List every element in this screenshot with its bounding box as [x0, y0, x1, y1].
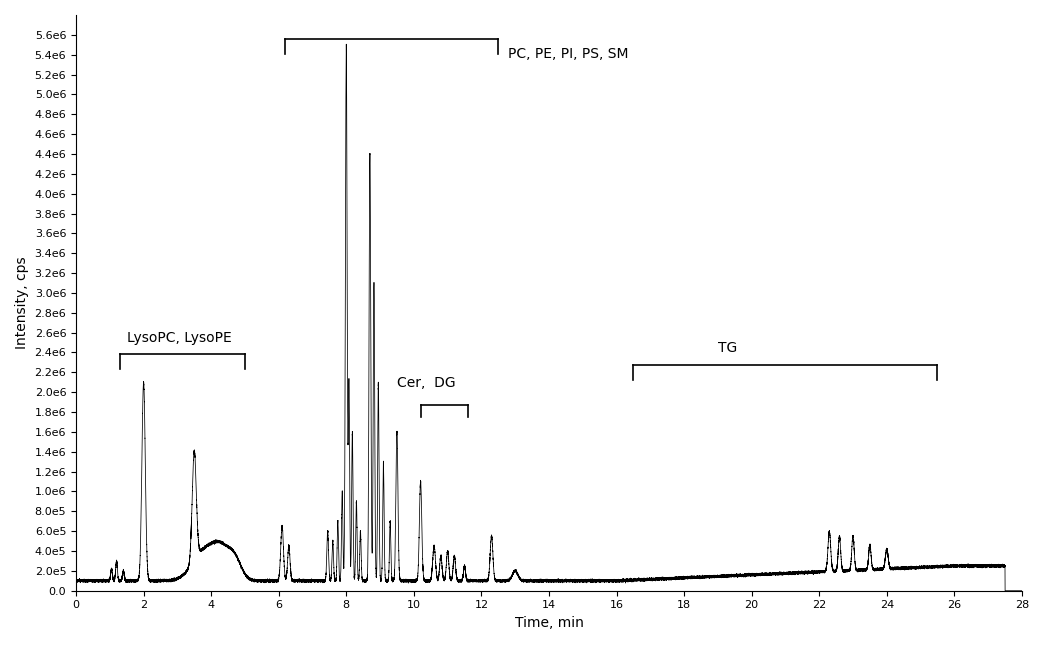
Text: LysoPC, LysoPE: LysoPC, LysoPE [126, 330, 232, 344]
Text: TG: TG [718, 341, 737, 355]
X-axis label: Time, min: Time, min [515, 616, 584, 630]
Text: Cer,  DG: Cer, DG [397, 376, 455, 390]
Text: PC, PE, PI, PS, SM: PC, PE, PI, PS, SM [508, 46, 628, 61]
Y-axis label: Intensity, cps: Intensity, cps [15, 257, 29, 349]
